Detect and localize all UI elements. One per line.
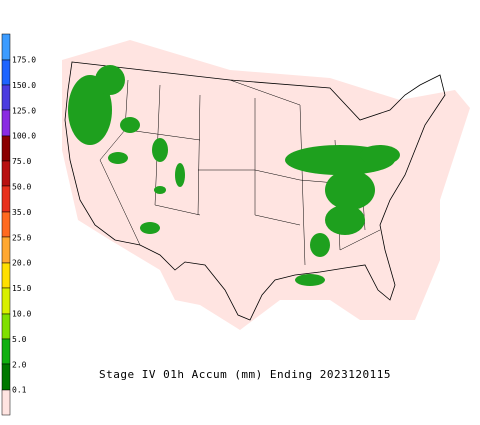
- legend-label: 35.0: [12, 208, 31, 217]
- legend-label: 10.0: [12, 310, 31, 319]
- legend-label: 15.0: [12, 284, 31, 293]
- legend-label: 50.0: [12, 183, 31, 192]
- legend-label: 75.0: [12, 157, 31, 166]
- legend-label: 20.0: [12, 259, 31, 268]
- legend-label: 175.0: [12, 56, 36, 65]
- legend-label: 100.0: [12, 132, 36, 141]
- color-bar: [1, 33, 11, 416]
- legend-label: 5.0: [12, 335, 27, 344]
- coverage-area: [62, 40, 470, 330]
- legend-labels: 175.0 150.0 125.0 100.0 75.0 50.0 35.0 25.0 20.0…: [12, 56, 36, 395]
- map-title: Stage IV 01h Accum (mm) Ending 202312011…: [99, 368, 391, 381]
- legend-label: 125.0: [12, 106, 36, 115]
- legend-label: 150.0: [12, 81, 36, 90]
- precip-areas: [68, 65, 400, 286]
- legend-label: 2.0: [12, 360, 27, 369]
- legend-label: 25.0: [12, 233, 31, 242]
- legend-label: 0.1: [12, 386, 27, 395]
- us-outline: [64, 61, 446, 321]
